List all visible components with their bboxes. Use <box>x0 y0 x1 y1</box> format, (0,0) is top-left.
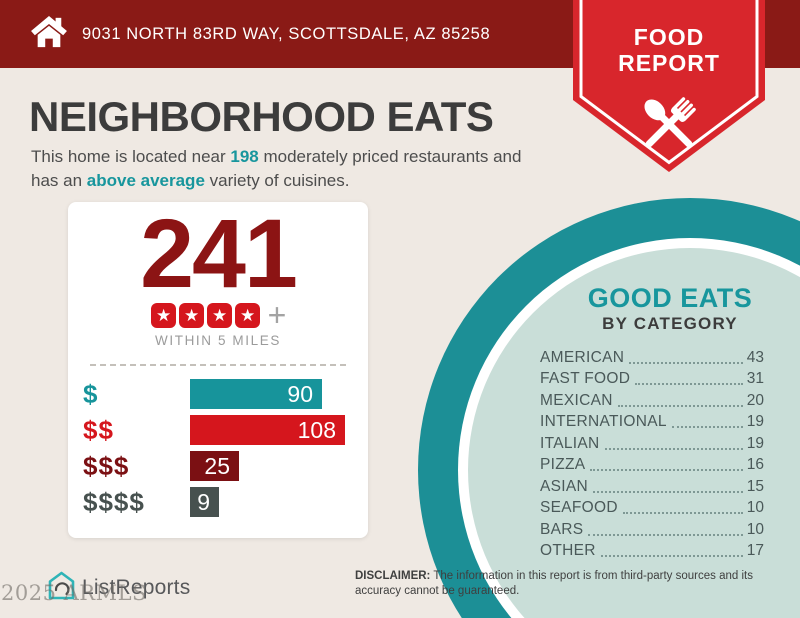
intro-text: This home is located near 198 moderately… <box>31 145 521 193</box>
disclaimer-line2: accuracy cannot be guaranteed. <box>355 585 520 598</box>
category-value: 17 <box>746 542 764 559</box>
brand-name: ListReports <box>82 576 191 599</box>
category-row: ITALIAN 19 <box>540 431 764 453</box>
category-row: PIZZA 16 <box>540 453 764 475</box>
dotted-leader <box>629 361 743 364</box>
price-tier-row: $90 <box>68 379 368 409</box>
category-value: 16 <box>746 456 764 473</box>
star-tiles: ★ ★ ★ ★ <box>150 303 262 328</box>
category-row: ASIAN 15 <box>540 474 764 496</box>
dotted-leader <box>604 447 743 450</box>
category-row: OTHER 17 <box>540 539 764 561</box>
food-report-ribbon: FOOD REPORT <box>573 0 765 178</box>
star-rating: ★ ★ ★ ★ + <box>68 297 368 333</box>
bar-value: 90 <box>287 380 313 407</box>
restaurant-count: 198 <box>230 147 259 166</box>
dotted-leader <box>617 404 743 407</box>
variety-highlight: above average <box>86 171 205 190</box>
total-restaurant-count: 241 <box>140 199 298 308</box>
good-eats-title: GOOD EATS <box>587 283 753 313</box>
price-tier-bar: 9 <box>190 487 219 517</box>
intro-line1-pre: This home is located near <box>31 147 231 166</box>
star-icon: ★ <box>235 303 261 328</box>
category-value: 19 <box>746 434 764 452</box>
dotted-leader <box>590 469 743 471</box>
category-label: PIZZA <box>540 456 586 473</box>
category-label: AMERICAN <box>540 348 625 366</box>
category-row: INTERNATIONAL 19 <box>540 410 764 432</box>
bar-value: 108 <box>297 416 336 443</box>
star-icon: ★ <box>207 303 233 328</box>
category-row: AMERICAN 43 <box>540 345 764 367</box>
star-icon: ★ <box>179 303 205 328</box>
category-value: 31 <box>746 370 764 387</box>
listreports-brand: ListReports <box>48 571 190 605</box>
category-row: SEAFOOD 10 <box>540 496 764 518</box>
category-row: FAST FOOD 31 <box>540 367 764 389</box>
category-label: OTHER <box>540 542 596 559</box>
category-value: 43 <box>746 348 764 366</box>
intro-line1-post: moderately priced restaurants and <box>258 147 522 166</box>
price-tier-row: $$ 108 <box>68 415 368 445</box>
category-value: 19 <box>746 413 764 430</box>
dotted-leader <box>600 555 743 557</box>
category-label: ASIAN <box>540 477 589 495</box>
category-value: 20 <box>746 391 764 409</box>
category-label: FAST FOOD <box>540 370 631 387</box>
good-eats-subtitle: BY CATEGORY <box>602 314 738 333</box>
bar-value: 9 <box>197 488 210 515</box>
listreports-logo-icon <box>48 571 75 605</box>
disclaimer-line1: The information in this report is from t… <box>430 570 753 582</box>
price-tier-label: $$$ <box>83 450 130 481</box>
intro-line2-post: variety of cuisines. <box>204 171 350 190</box>
category-list: AMERICAN 43 FAST FOOD 31 MEXICAN 20 INTERNATIO… <box>540 345 764 560</box>
price-tier-label: $ <box>83 378 99 409</box>
dashed-divider <box>90 364 346 366</box>
star-icon: ★ <box>151 303 177 328</box>
category-label: MEXICAN <box>540 391 613 409</box>
disclaimer: DISCLAIMER: The information in this repo… <box>355 569 795 599</box>
category-value: 10 <box>746 520 764 538</box>
ribbon-line1: FOOD <box>633 24 705 50</box>
price-tier-bar-chart: $90 $$ 108 $$$ 25 $$$$ 9 <box>68 379 368 523</box>
ribbon-title: FOOD REPORT <box>573 24 765 76</box>
disclaimer-label: DISCLAIMER: <box>355 570 431 582</box>
price-tier-bar: 108 <box>190 415 345 445</box>
dotted-leader <box>622 512 743 514</box>
category-value: 10 <box>746 499 764 516</box>
price-tier-row: $$$ 25 <box>68 451 368 481</box>
bar-value: 25 <box>204 452 230 479</box>
ribbon-shape <box>573 0 765 172</box>
armls-watermark: 2025 ARMLS <box>1 581 147 605</box>
category-label: SEAFOOD <box>540 499 618 516</box>
dotted-leader <box>588 533 743 536</box>
ribbon-line2: REPORT <box>618 50 720 76</box>
home-icon <box>30 15 68 54</box>
summary-card: 241 ★ ★ ★ ★ + WITHIN 5 MILES $90 $$ 108 $$$ 25 $… <box>68 202 368 538</box>
dotted-leader <box>635 383 743 385</box>
price-tier-row: $$$$ 9 <box>68 487 368 517</box>
page-title: NEIGHBORHOOD EATS <box>29 93 494 140</box>
category-label: BARS <box>540 520 584 538</box>
plus-sign: + <box>267 297 287 333</box>
category-value: 15 <box>746 477 764 495</box>
radius-caption: WITHIN 5 MILES <box>155 333 281 348</box>
dotted-leader <box>671 426 743 428</box>
dotted-leader <box>593 490 743 493</box>
category-row: BARS 10 <box>540 517 764 539</box>
intro-line2-pre: has an <box>31 171 87 190</box>
price-tier-bar: 25 <box>190 451 239 481</box>
price-tier-label: $$ <box>83 414 114 445</box>
category-row: MEXICAN 20 <box>540 388 764 410</box>
price-tier-label: $$$$ <box>83 486 145 517</box>
crossed-utensils-icon <box>644 97 696 148</box>
category-label: ITALIAN <box>540 434 600 452</box>
price-tier-bar: 90 <box>190 379 322 409</box>
category-label: INTERNATIONAL <box>540 413 667 430</box>
property-address: 9031 NORTH 83RD WAY, SCOTTSDALE, AZ 8525… <box>82 24 491 43</box>
